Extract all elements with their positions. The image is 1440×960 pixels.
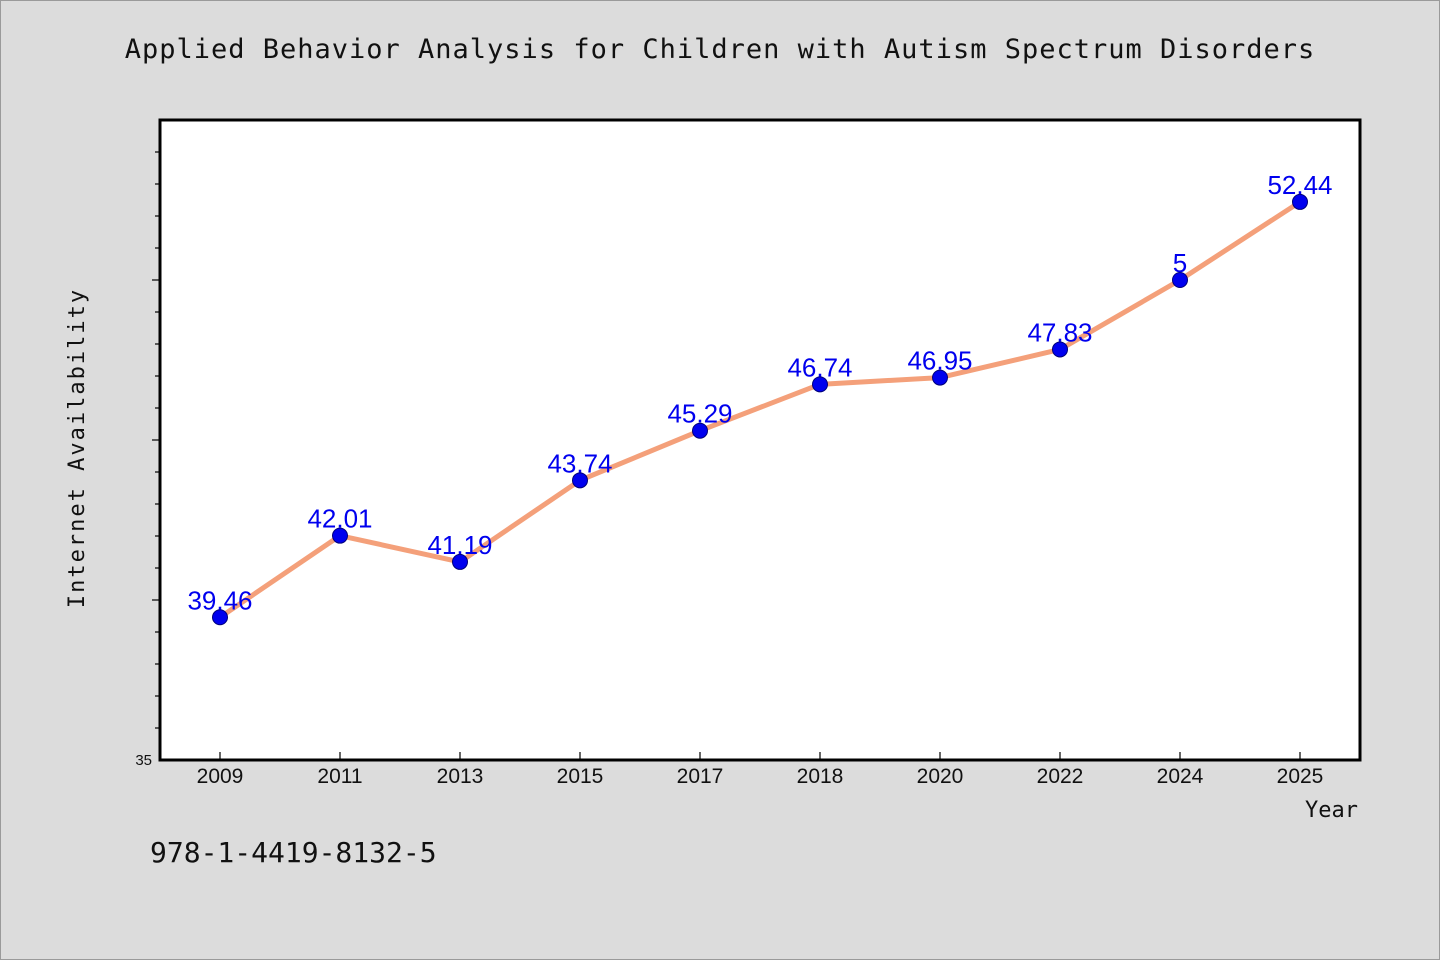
- x-tick-label: 2024: [1157, 765, 1204, 788]
- x-tick-label: 2022: [1037, 765, 1084, 788]
- data-point: [212, 609, 228, 626]
- data-point: [1172, 272, 1188, 288]
- x-axis-label: Year: [1305, 798, 1358, 823]
- x-tick-label: 2025: [1277, 765, 1324, 788]
- data-label: 52.44: [1267, 170, 1332, 200]
- y-tick-label: 35: [135, 752, 152, 769]
- data-point: [812, 376, 828, 393]
- data-label: 46.74: [787, 352, 852, 382]
- data-point: [692, 422, 708, 439]
- x-tick-label: 2018: [797, 765, 844, 788]
- isbn-text: 978-1-4419-8132-5: [150, 836, 437, 869]
- x-tick-label: 2013: [437, 765, 484, 788]
- x-tick-label: 2011: [317, 765, 362, 788]
- x-axis-tick-labels: 2009 2011 2013 2015 2017 2018 2020 2022 2024 2025: [197, 752, 1324, 788]
- x-tick-label: 2017: [677, 765, 724, 788]
- y-axis-ticks: 35: [135, 151, 160, 769]
- data-point: [1292, 193, 1308, 210]
- data-label: 46.95: [907, 346, 972, 376]
- x-tick-label: 2009: [197, 765, 244, 788]
- data-label: 42.01: [307, 504, 372, 534]
- data-label: 41.19: [427, 530, 492, 560]
- x-tick-label: 2015: [557, 765, 604, 788]
- data-point: [932, 369, 948, 386]
- data-label: 43.74: [547, 448, 612, 478]
- data-point: [572, 472, 588, 489]
- data-point: [1052, 341, 1068, 358]
- series-group: 39.46 42.01 41.19 43.74 45.29 46.74 46.95 47.83…: [187, 170, 1333, 626]
- chart-title: Applied Behavior Analysis for Children w…: [124, 34, 1316, 65]
- data-label: 45.29: [667, 399, 732, 429]
- data-point: [452, 553, 468, 570]
- data-label: 5: [1173, 248, 1187, 278]
- x-tick-label: 2020: [917, 765, 964, 788]
- plot-area: [158, 118, 1362, 762]
- data-label: 47.83: [1027, 317, 1092, 347]
- series-line: [217, 199, 1303, 620]
- data-label: 39.46: [187, 585, 252, 615]
- data-point: [332, 527, 348, 544]
- y-axis-label: Internet Availability: [65, 288, 90, 608]
